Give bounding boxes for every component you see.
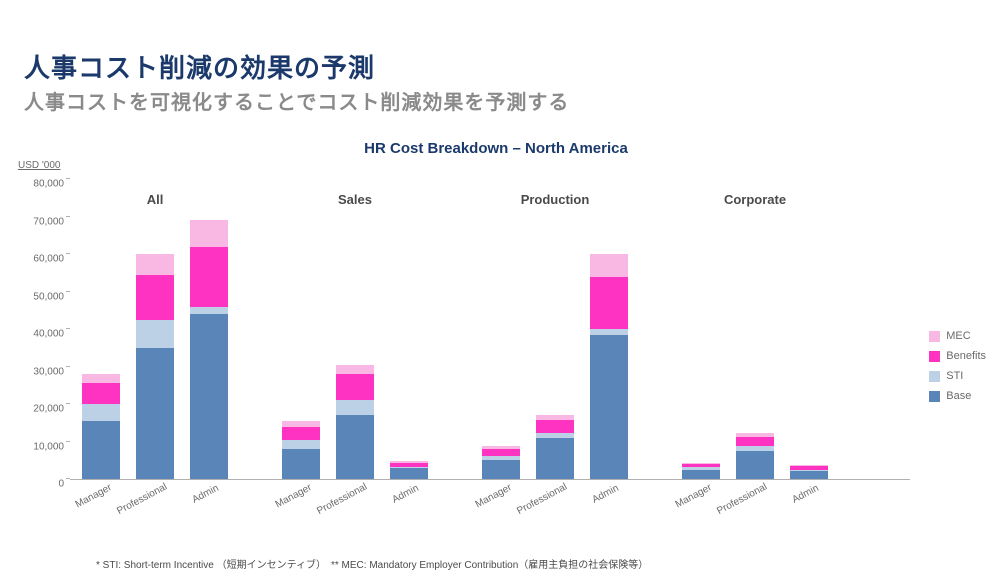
bar-segment-benefits [790, 466, 828, 469]
bar-segment-benefits [736, 437, 774, 446]
bar-segment-sti [590, 329, 628, 335]
legend-swatch [929, 371, 940, 382]
y-tick-label: 0 [20, 479, 64, 490]
bar-segment-sti [682, 467, 720, 470]
x-tick-label: Admin [590, 483, 620, 506]
bar-segment-base [82, 421, 120, 479]
bar-segment-mec [82, 374, 120, 383]
chart-title: HR Cost Breakdown – North America [0, 140, 992, 157]
bar-segment-benefits [482, 449, 520, 456]
bar-segment-benefits [590, 277, 628, 330]
y-tick-label: 60,000 [20, 254, 64, 265]
legend-label: MEC [946, 330, 970, 342]
bar-segment-mec [736, 433, 774, 438]
bar-segment-mec [482, 446, 520, 449]
bar-segment-benefits [190, 247, 228, 307]
x-tick-label: Professional [715, 481, 769, 517]
chart-footnote: * STI: Short-term Incentive （短期インセンティブ） … [96, 556, 648, 571]
bar-segment-benefits [82, 383, 120, 404]
group-label: Corporate [665, 192, 845, 207]
chart-area: 010,00020,00030,00040,00050,00060,00070,… [70, 180, 910, 500]
bar-segment-base [682, 470, 720, 479]
bar-segment-base [736, 451, 774, 479]
legend-item-sti: STI [929, 370, 986, 382]
legend-item-base: Base [929, 390, 986, 402]
y-tick-label: 30,000 [20, 366, 64, 377]
bar-segment-base [136, 348, 174, 479]
bar-segment-base [190, 314, 228, 479]
bar-segment-mec [536, 415, 574, 421]
legend-label: STI [946, 370, 963, 382]
bar-segment-base [482, 460, 520, 479]
bar-segment-benefits [536, 420, 574, 433]
x-tick-label: Manager [73, 482, 113, 510]
bar-segment-mec [336, 365, 374, 374]
x-tick-label: Admin [390, 483, 420, 506]
bar-segment-sti [336, 400, 374, 415]
bar-segment-mec [790, 465, 828, 467]
bar-segment-base [282, 449, 320, 479]
bar-segment-benefits [336, 374, 374, 400]
slide-subtitle: 人事コストを可視化することでコスト削減効果を予測する [24, 86, 569, 115]
legend-item-benefits: Benefits [929, 350, 986, 362]
bar-segment-base [590, 335, 628, 479]
bar-segment-mec [682, 463, 720, 464]
y-axis-label: USD '000 [18, 160, 61, 171]
bar-segment-mec [190, 220, 228, 246]
y-tick-label: 40,000 [20, 329, 64, 340]
x-tick-label: Manager [273, 482, 313, 510]
legend-swatch [929, 351, 940, 362]
bar-segment-mec [136, 254, 174, 275]
bar-segment-sti [136, 320, 174, 348]
bar-segment-base [336, 415, 374, 479]
bar-segment-sti [482, 456, 520, 461]
x-tick-label: Professional [315, 481, 369, 517]
group-label: Sales [265, 192, 445, 207]
legend-label: Benefits [946, 350, 986, 362]
group-label: All [65, 192, 245, 207]
bar-segment-sti [790, 470, 828, 471]
y-tick-label: 10,000 [20, 441, 64, 452]
bar-segment-sti [282, 440, 320, 449]
bar-segment-base [536, 438, 574, 479]
x-tick-label: Professional [115, 481, 169, 517]
bar-segment-base [390, 468, 428, 479]
legend-label: Base [946, 390, 971, 402]
bar-segment-mec [282, 421, 320, 427]
bar-segment-benefits [282, 427, 320, 440]
x-tick-label: Professional [515, 481, 569, 517]
bar-segment-benefits [136, 275, 174, 320]
bar-segment-benefits [682, 464, 720, 467]
slide-title: 人事コスト削減の効果の予測 [24, 48, 375, 85]
legend-swatch [929, 331, 940, 342]
x-tick-label: Manager [473, 482, 513, 510]
bar-segment-sti [736, 446, 774, 451]
y-tick-label: 80,000 [20, 179, 64, 190]
bar-segment-mec [390, 461, 428, 463]
bar-segment-sti [190, 307, 228, 315]
legend-swatch [929, 391, 940, 402]
legend-item-mec: MEC [929, 330, 986, 342]
bar-segment-sti [82, 404, 120, 421]
chart-legend: MEC Benefits STI Base [929, 330, 986, 410]
y-tick-label: 70,000 [20, 216, 64, 227]
x-tick-label: Manager [673, 482, 713, 510]
bar-segment-mec [590, 254, 628, 277]
bar-segment-sti [390, 467, 428, 468]
bar-segment-base [790, 471, 828, 479]
chart-plot: 010,00020,00030,00040,00050,00060,00070,… [70, 180, 910, 480]
y-tick-label: 20,000 [20, 404, 64, 415]
group-label: Production [465, 192, 645, 207]
y-tick-label: 50,000 [20, 291, 64, 302]
bar-segment-benefits [390, 463, 428, 468]
x-tick-label: Admin [190, 483, 220, 506]
bar-segment-sti [536, 433, 574, 438]
x-tick-label: Admin [790, 483, 820, 506]
